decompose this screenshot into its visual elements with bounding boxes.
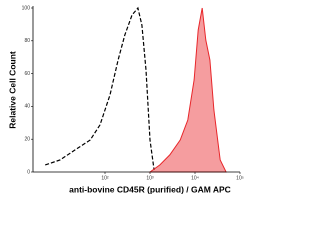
y-tick-label: 80 xyxy=(24,38,30,44)
y-axis-label: Relative Cell Count xyxy=(7,51,17,129)
y-tick-label: 20 xyxy=(24,137,30,143)
histogram-area xyxy=(148,7,227,173)
y-tick-label: 100 xyxy=(22,5,31,11)
x-tick-label: 10⁴ xyxy=(191,175,199,181)
y-tick-label: 40 xyxy=(24,104,30,110)
x-tick-label: 10³ xyxy=(146,175,154,181)
x-axis-label: anti-bovine CD45R (purified) / GAM APC xyxy=(69,184,231,194)
x-tick-label: 10² xyxy=(101,175,109,181)
y-tick-label: 0 xyxy=(27,169,30,175)
x-tick-label: 10⁵ xyxy=(236,175,244,181)
histogram-line xyxy=(45,6,155,171)
y-tick-label: 60 xyxy=(24,71,30,77)
chart: Relative Cell Count anti-bovine CD45R (p… xyxy=(7,5,244,194)
